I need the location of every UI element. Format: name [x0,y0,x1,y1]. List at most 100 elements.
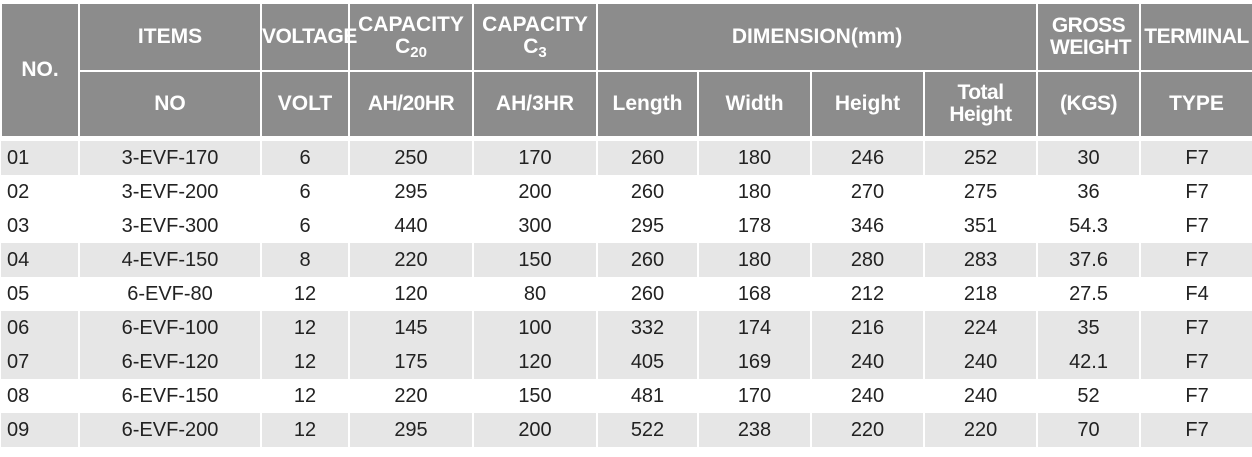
table-cell: 216 [810,311,924,345]
header-cell: Width [697,70,812,138]
table-cell: 240 [810,345,924,379]
table-cell: F7 [1139,345,1252,379]
table-cell: 09 [1,413,79,447]
table-cell: 6 [260,175,349,209]
table-cell: 351 [922,209,1038,243]
table-cell: 332 [596,311,698,345]
table-row: 03 3-EVF-300 6 440 300 295 178 346 351 54.3 F7 [1,209,1252,243]
table-cell: 120 [472,345,597,379]
table-cell: 120 [348,277,473,311]
header-text: CAPACITY [482,12,588,36]
header-cell: AH/3HR [472,70,598,138]
table-cell: 295 [596,209,698,243]
table-cell: 42.1 [1036,345,1141,379]
table-cell: 3-EVF-200 [78,175,261,209]
table-row: 07 6-EVF-120 12 175 120 405 169 240 240 42.1 F7 [1,345,1252,379]
header-cell: TYPE [1139,70,1252,138]
table-cell: F7 [1139,413,1252,447]
table-cell: 260 [596,175,698,209]
table-cell: 02 [7,180,30,203]
table-cell: 260 [596,277,698,311]
table-cell: 270 [810,175,924,209]
table-cell: 218 [922,277,1038,311]
table-cell: 6-EVF-100 [78,311,261,345]
table-cell: 12 [260,413,349,447]
header-subscript: 3 [538,43,547,61]
table-cell: 05 [7,282,30,305]
header-cell: Length [596,70,699,138]
table-cell: 04 [1,243,79,277]
table-cell: 80 [472,277,597,311]
table-cell: 295 [348,413,473,447]
table-cell: 12 [260,345,349,379]
header-subscript: 20 [410,43,427,61]
table-cell: 178 [697,209,811,243]
table-cell: 220 [810,413,924,447]
table-cell: 220 [348,243,473,277]
header-row: NO. ITEMS VOLTAGE CAPACITY C20 CAPACITY C3… [0,2,1252,138]
header-cell: TERMINAL [1139,2,1252,72]
table-cell: 224 [922,311,1038,345]
table-cell: 6 [260,209,349,243]
table-cell: 27.5 [1036,277,1141,311]
table-cell: 12 [260,277,349,311]
table-cell: 240 [922,379,1038,413]
table-cell: 246 [810,141,924,175]
table-row: 02 3-EVF-200 6 295 200 260 180 270 275 36 F7 [1,175,1252,209]
table-cell: 35 [1036,311,1141,345]
header-cell: VOLT [260,70,350,138]
table-cell: 280 [810,243,924,277]
table-cell: 260 [596,243,698,277]
header-cell: NO [78,70,262,138]
table-row: 06 6-EVF-100 12 145 100 332 174 216 224 35 F7 [1,311,1252,345]
table-cell: 220 [348,379,473,413]
table-cell: 300 [472,209,597,243]
table-cell: 12 [260,379,349,413]
table-cell: 6-EVF-150 [78,379,261,413]
table-cell: 212 [810,277,924,311]
table-row: 09 6-EVF-200 12 295 200 522 238 220 220 70 F7 [1,413,1252,447]
table-cell: 405 [596,345,698,379]
table-cell: 52 [1036,379,1141,413]
table-cell: 4-EVF-150 [78,243,261,277]
header-cell: VOLTAGE [260,2,357,72]
table-row: 05 6-EVF-80 12 120 80 260 168 212 218 27.5 F4 [1,277,1252,311]
table-cell: F7 [1139,243,1252,277]
table-cell: F7 [1139,209,1252,243]
spec-table: NO. ITEMS VOLTAGE CAPACITY C20 CAPACITY C3… [0,2,1252,447]
header-cell: NO. [0,2,80,138]
table-cell: 440 [348,209,473,243]
table-cell: 70 [1036,413,1141,447]
table-cell: 168 [697,277,811,311]
table-cell: 54.3 [1036,209,1141,243]
table-header: NO. ITEMS VOLTAGE CAPACITY C20 CAPACITY C3… [0,2,1252,138]
table-cell: 295 [348,175,473,209]
table-cell: 238 [697,413,811,447]
table-cell: 180 [697,141,811,175]
table-cell: 220 [922,413,1038,447]
table-cell: 01 [1,141,79,175]
table-cell: 252 [922,141,1038,175]
header-cell: GROSS WEIGHT [1036,2,1142,72]
header-cell: (KGS) [1036,70,1142,138]
table-cell: F7 [1139,379,1252,413]
table-cell: 260 [596,141,698,175]
table-row: 04 4-EVF-150 8 220 150 260 180 280 283 37.6 F7 [1,243,1252,277]
table-cell: 06 [1,311,79,345]
table-cell: 12 [260,311,349,345]
table-cell: 150 [472,243,597,277]
table-row: 01 3-EVF-170 6 250 170 260 180 246 252 30 F7 [1,141,1252,175]
header-text: C [523,34,539,58]
table-body: 01 3-EVF-170 6 250 170 260 180 246 252 30 F7 02 3-EV… [1,137,1252,447]
table-cell: 6-EVF-200 [78,413,261,447]
header-cell: CAPACITY C20 [348,2,474,72]
header-cell: CAPACITY C3 [472,2,598,72]
table-cell: 346 [810,209,924,243]
table-cell: F7 [1139,175,1252,209]
table-cell: 175 [348,345,473,379]
header-cell: Total Height [922,70,1039,138]
table-cell: F7 [1139,311,1252,345]
table-cell: 07 [1,345,79,379]
